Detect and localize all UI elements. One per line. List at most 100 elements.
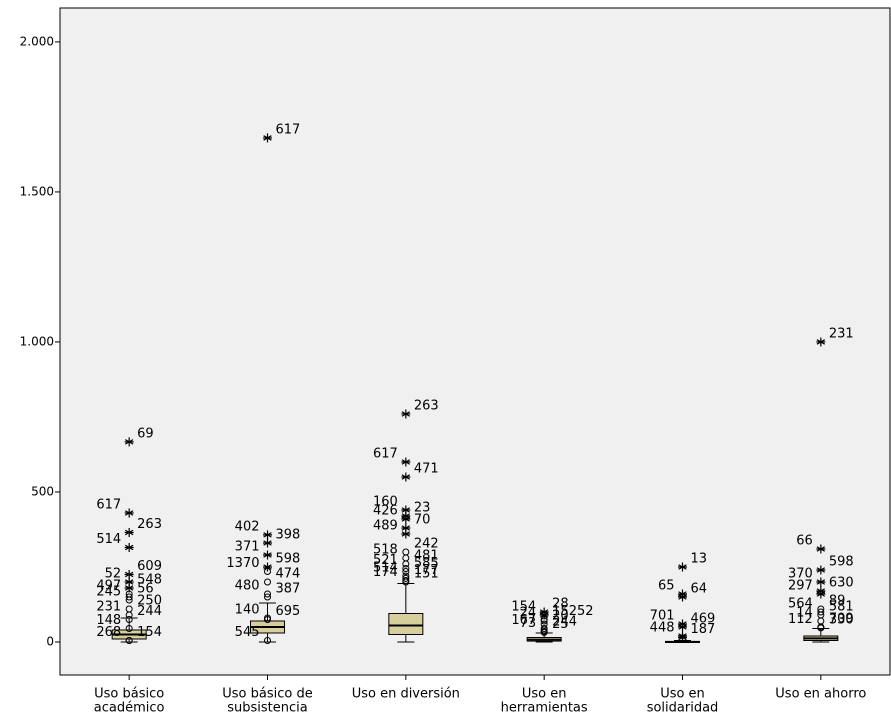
outlier-label: 154 <box>137 625 162 640</box>
outlier-circle <box>125 593 133 601</box>
outlier-circle <box>540 628 548 636</box>
outlier-star <box>263 550 272 560</box>
outlier-label: 151 <box>414 566 439 581</box>
outlier-star <box>263 530 272 540</box>
x-tick-label: Uso básico de <box>222 687 312 702</box>
outlier-label: 167 <box>511 613 536 628</box>
outlier-star <box>816 589 826 599</box>
outlier-star <box>263 538 272 548</box>
x-tick-label: solidaridad <box>647 701 719 716</box>
outlier-label: 474 <box>276 566 301 581</box>
outlier-label: 402 <box>235 519 260 534</box>
outlier-star <box>816 565 826 575</box>
outlier-label: 148 <box>96 613 121 628</box>
x-tick-label: Uso básico <box>94 687 164 702</box>
y-tick-label: 500 <box>31 484 54 498</box>
outlier-circle <box>264 590 271 598</box>
outlier-label: 250 <box>137 593 162 608</box>
outlier-label: 598 <box>276 551 301 566</box>
outlier-star <box>401 457 411 467</box>
outlier-star <box>816 577 826 587</box>
outlier-label: 581 <box>829 599 854 614</box>
outlier-label: 73 <box>520 616 537 631</box>
outlier-label: 242 <box>414 536 439 551</box>
outlier-label: 514 <box>373 560 398 575</box>
outlier-circle <box>125 611 133 619</box>
outlier-label: 52 <box>105 566 122 581</box>
y-tick-label: 1.000 <box>20 334 54 348</box>
outlier-label: 174 <box>373 565 398 580</box>
outlier-label: 69 <box>137 426 154 441</box>
outlier-label: 28 <box>552 596 569 611</box>
outlier-label: 1370 <box>226 556 259 571</box>
outlier-label: 20 <box>552 608 569 623</box>
outlier-label: 471 <box>414 461 439 476</box>
outlier-circle <box>817 608 825 616</box>
outlier-label: 609 <box>137 559 162 574</box>
outlier-label: 24 <box>520 605 537 620</box>
outlier-label: 518 <box>373 542 398 557</box>
plot-area <box>59 7 891 676</box>
outlier-star <box>401 409 411 419</box>
outlier-circle <box>264 636 271 644</box>
outlier-label: 25 <box>552 617 569 632</box>
outlier-label: 709 <box>829 611 854 626</box>
outlier-star <box>401 529 411 539</box>
outlier-label: 66 <box>796 533 813 548</box>
outlier-label: 65 <box>658 578 675 593</box>
outlier-label: 481 <box>414 548 439 563</box>
outlier-star <box>401 523 411 533</box>
x-tick-label: subsistencia <box>227 701 307 716</box>
outlier-circle <box>402 578 410 586</box>
outlier-label: 480 <box>235 578 260 593</box>
x-tick-label: académico <box>94 701 165 716</box>
outlier-label: 548 <box>137 572 162 587</box>
outlier-label: 398 <box>276 527 301 542</box>
outlier-star <box>124 577 134 587</box>
outlier-label: 14 <box>796 605 813 620</box>
outlier-label: 617 <box>276 122 301 137</box>
outlier-label: 231 <box>829 326 854 341</box>
outlier-label: 244 <box>137 604 162 619</box>
outlier-circle <box>264 567 271 575</box>
outlier-label: 497 <box>96 578 121 593</box>
outlier-label: 13 <box>691 551 708 566</box>
outlier-label: 545 <box>235 625 260 640</box>
outlier-star <box>678 632 687 642</box>
outlier-star <box>816 544 826 554</box>
outlier-label: 64 <box>691 581 708 596</box>
outlier-label: 617 <box>96 497 121 512</box>
outlier-label: 489 <box>373 518 398 533</box>
outlier-label: 160 <box>373 494 398 509</box>
outlier-label: 370 <box>788 566 813 581</box>
outlier-star <box>263 562 272 572</box>
outlier-circle <box>264 593 271 601</box>
outlier-label: 15252 <box>552 604 593 619</box>
box <box>388 612 424 635</box>
outlier-label: 469 <box>691 611 716 626</box>
outlier-label: 244 <box>552 614 577 629</box>
outlier-label: 263 <box>414 398 439 413</box>
outlier-label: 387 <box>276 581 301 596</box>
outlier-label: 701 <box>650 608 675 623</box>
outlier-star <box>124 527 134 537</box>
outlier-star <box>124 569 134 579</box>
outlier-label: 112 <box>788 612 813 627</box>
outlier-label: 598 <box>829 554 854 569</box>
outlier-label: 245 <box>96 584 121 599</box>
y-tick-label: 0 <box>46 634 54 648</box>
outlier-star <box>124 508 134 518</box>
outlier-label: 231 <box>96 599 121 614</box>
outlier-label: 521 <box>373 553 398 568</box>
outlier-label: 297 <box>788 578 813 593</box>
outlier-circle <box>817 624 825 632</box>
outlier-circle <box>402 560 410 568</box>
outlier-star <box>678 622 687 632</box>
outlier-label: 448 <box>650 620 675 635</box>
outlier-star <box>401 505 411 515</box>
outlier-star <box>263 133 272 143</box>
outlier-label: 154 <box>511 599 536 614</box>
outlier-star <box>678 562 687 572</box>
x-tick-label: Uso en diversión <box>352 687 460 702</box>
